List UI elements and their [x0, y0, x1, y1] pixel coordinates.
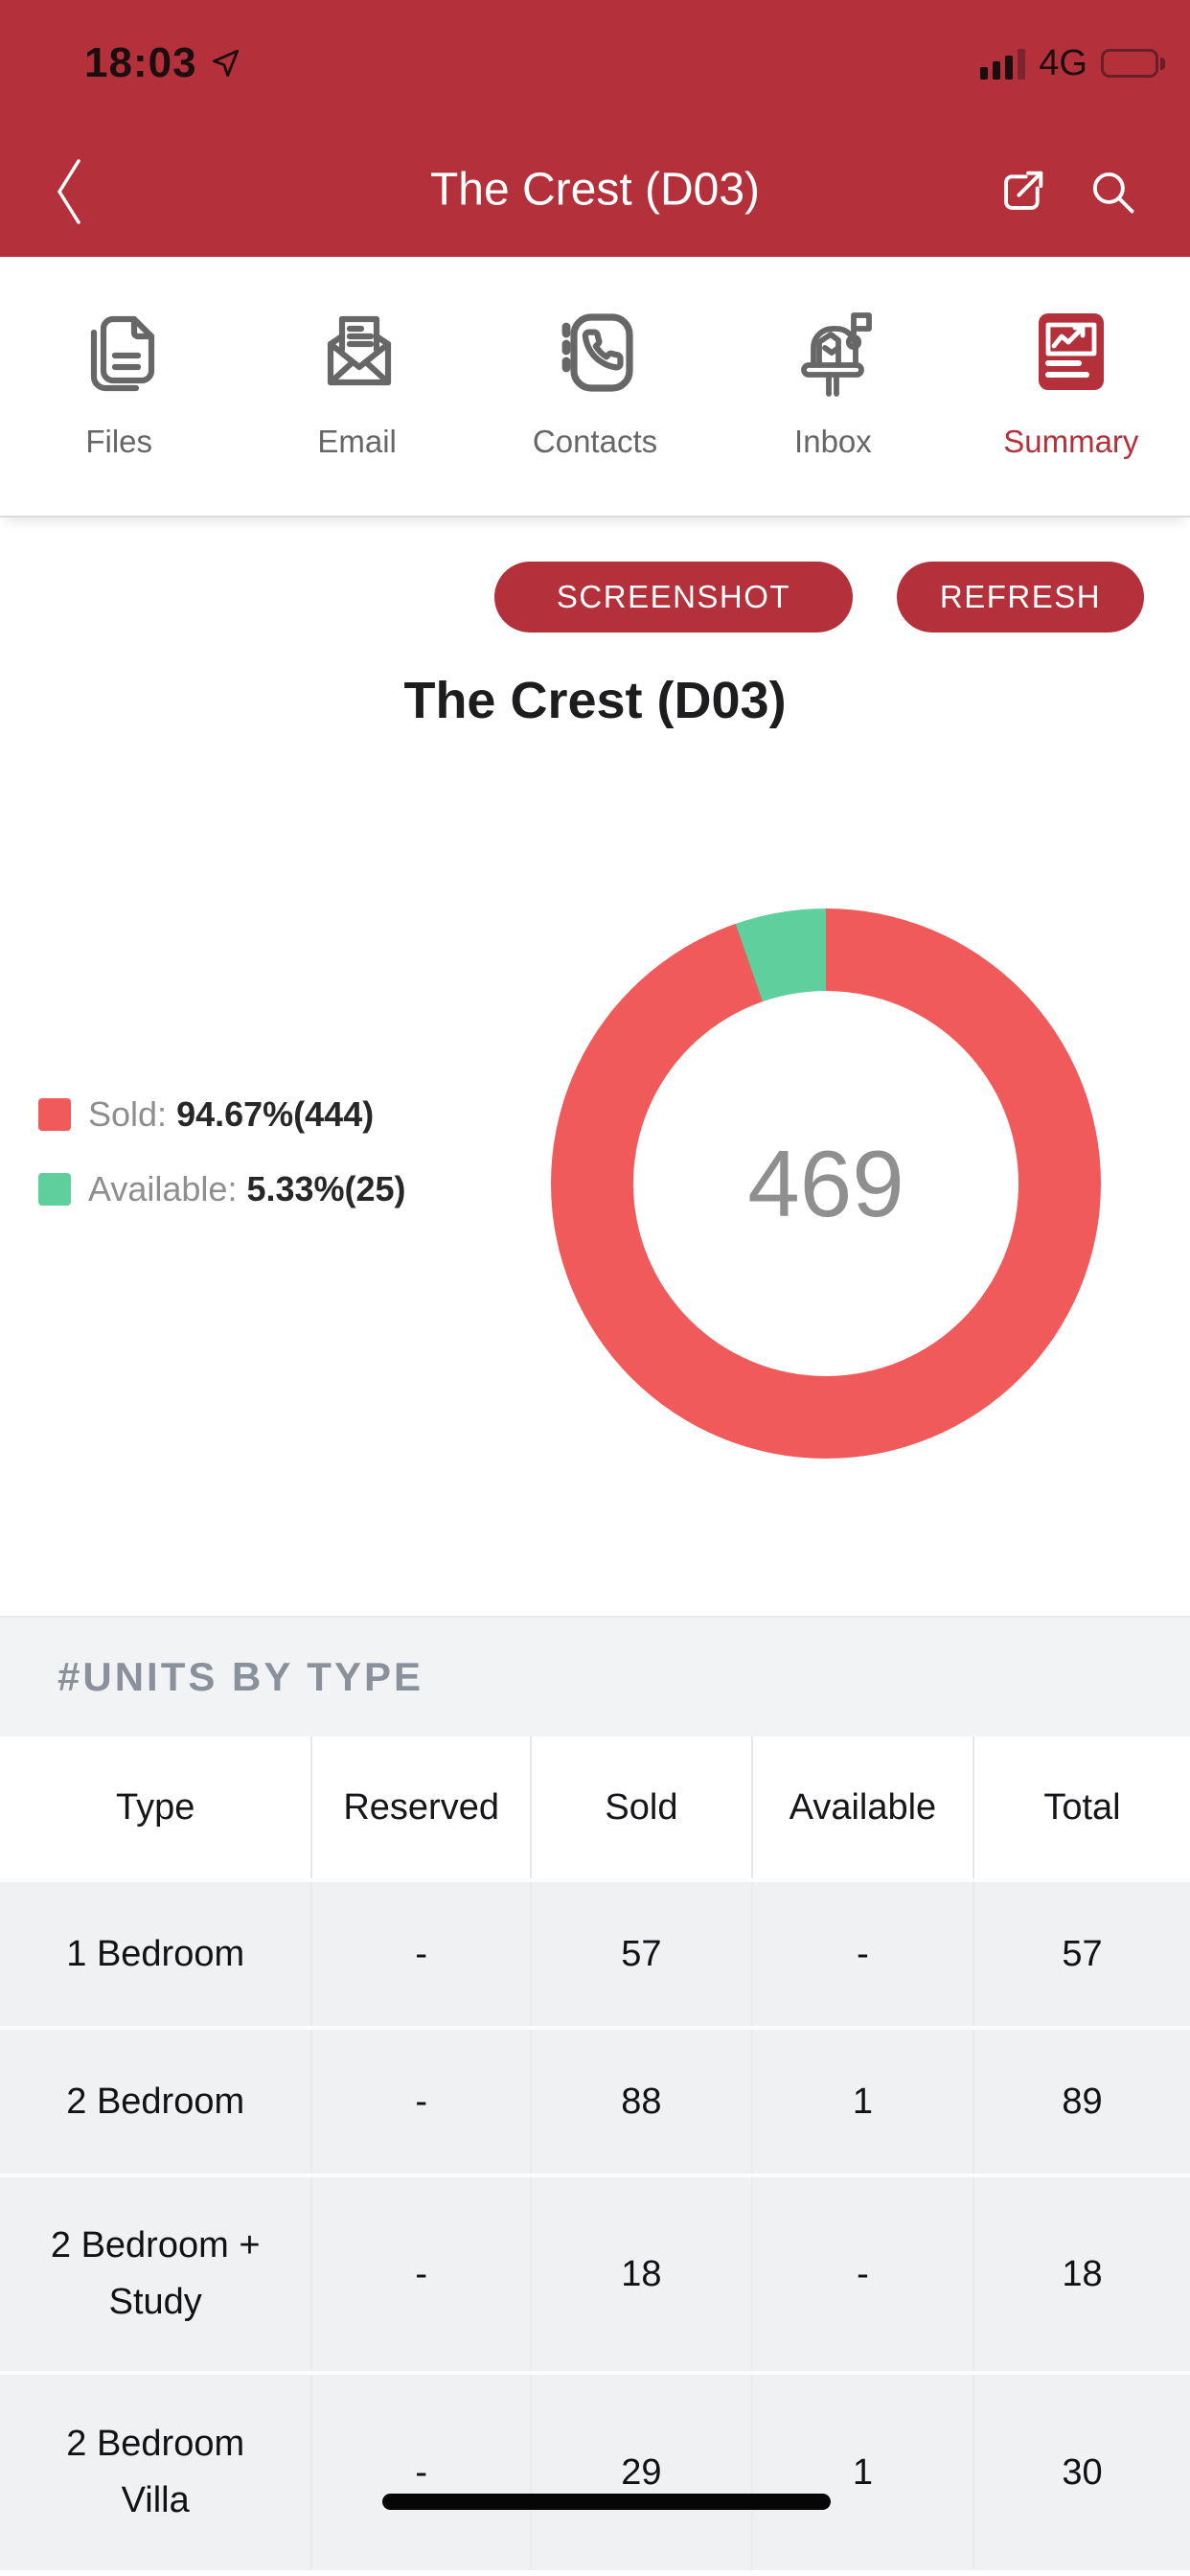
cell-type: 1 Bedroom [0, 1878, 313, 2028]
legend-label: Available: [88, 1169, 238, 1208]
action-button-row: SCREENSHOT REFRESH [0, 518, 1190, 632]
units-by-type-section-header: #UNITS BY TYPE [0, 1616, 1190, 1736]
navigation-bar: The Crest (D03) [0, 126, 1190, 257]
cell-available: 1 [751, 2026, 974, 2175]
cell-sold: 29 [530, 2371, 753, 2570]
legend-value: 5.33%(25) [246, 1169, 406, 1208]
donut-total-units: 469 [747, 1130, 904, 1236]
tab-inbox-label: Inbox [794, 424, 872, 459]
cell-type: 2 Bedroom + Study [0, 2174, 313, 2373]
col-header-sold: Sold [530, 1736, 753, 1880]
refresh-button[interactable]: REFRESH [897, 562, 1144, 632]
table-row: 2 Bedroom - 88 1 89 [0, 2026, 1190, 2175]
table-row: 2 Bedroom Villa - 29 1 30 [0, 2371, 1190, 2570]
cell-reserved: - [311, 2371, 532, 2570]
status-bar: 18:03 4G [0, 0, 1190, 126]
email-icon [311, 295, 403, 408]
cell-type: 2 Bedroom Villa [0, 2371, 313, 2570]
cell-reserved: - [311, 2174, 532, 2373]
contacts-icon [549, 295, 641, 408]
legend-swatch [38, 1098, 71, 1131]
tab-inbox[interactable]: Inbox [714, 257, 951, 516]
col-header-type: Type [0, 1736, 313, 1880]
tab-email[interactable]: Email [238, 257, 475, 516]
tab-files[interactable]: Files [0, 257, 238, 516]
home-indicator[interactable] [382, 2494, 831, 2510]
table-row: 2 Bedroom + Study - 18 - 18 [0, 2174, 1190, 2373]
summary-report-icon [1025, 295, 1117, 408]
donut-hole: 469 [633, 991, 1018, 1376]
page-title: The Crest (D03) [429, 164, 761, 216]
donut-chart: 469 [551, 908, 1101, 1459]
location-arrow-icon [209, 47, 241, 80]
tab-contacts-label: Contacts [532, 424, 658, 459]
inbox-mailbox-icon [787, 295, 879, 408]
cell-reserved: - [311, 2026, 532, 2175]
tab-summary-label: Summary [1003, 424, 1139, 459]
battery-icon [1101, 49, 1165, 78]
legend-item-available: Available: 5.33%(25) [38, 1169, 406, 1209]
cell-sold: 18 [530, 2174, 753, 2373]
network-type-label: 4G [1039, 42, 1087, 83]
cell-total: 57 [973, 1878, 1190, 2028]
col-header-reserved: Reserved [311, 1736, 532, 1880]
tab-summary[interactable]: Summary [952, 257, 1190, 516]
cell-total: 18 [973, 2174, 1190, 2373]
cell-sold: 57 [530, 1878, 753, 2028]
legend-item-sold: Sold: 94.67%(444) [38, 1094, 406, 1135]
external-link-icon[interactable] [995, 164, 1050, 219]
back-button[interactable] [50, 153, 92, 230]
table-row: 1 Bedroom - 57 - 57 [0, 1878, 1190, 2028]
tab-files-label: Files [85, 424, 153, 459]
cell-type: 2 Bedroom [0, 2026, 313, 2175]
table-header-row: Type Reserved Sold Available Total [0, 1736, 1190, 1880]
cell-total: 30 [973, 2371, 1190, 2570]
legend-value: 94.67%(444) [176, 1094, 375, 1134]
project-title: The Crest (D03) [403, 672, 787, 729]
cell-sold: 88 [530, 2026, 753, 2175]
cell-available: - [751, 2174, 974, 2373]
signal-strength-icon [980, 47, 1026, 80]
cell-available: 1 [751, 2371, 974, 2570]
cell-total: 89 [973, 2026, 1190, 2175]
status-time: 18:03 [84, 39, 197, 86]
units-by-type-table: Type Reserved Sold Available Total 1 Bed… [0, 1736, 1190, 2570]
cell-available: - [751, 1878, 974, 2028]
legend-swatch [38, 1173, 71, 1206]
sales-donut-chart-area: Sold: 94.67%(444) Available: 5.33%(25) 4… [0, 730, 1190, 1616]
tab-email-label: Email [317, 424, 397, 459]
search-icon[interactable] [1085, 164, 1140, 219]
feature-tab-bar: Files Email Contacts [0, 257, 1190, 518]
col-header-available: Available [751, 1736, 974, 1880]
legend-label: Sold: [88, 1094, 168, 1134]
tab-contacts[interactable]: Contacts [476, 257, 714, 516]
screenshot-button[interactable]: SCREENSHOT [494, 562, 853, 632]
cell-reserved: - [311, 1878, 532, 2028]
col-header-total: Total [973, 1736, 1190, 1880]
units-by-type-title: #UNITS BY TYPE [57, 1654, 423, 1699]
chart-legend: Sold: 94.67%(444) Available: 5.33%(25) [38, 1094, 406, 1244]
files-icon [73, 295, 165, 408]
